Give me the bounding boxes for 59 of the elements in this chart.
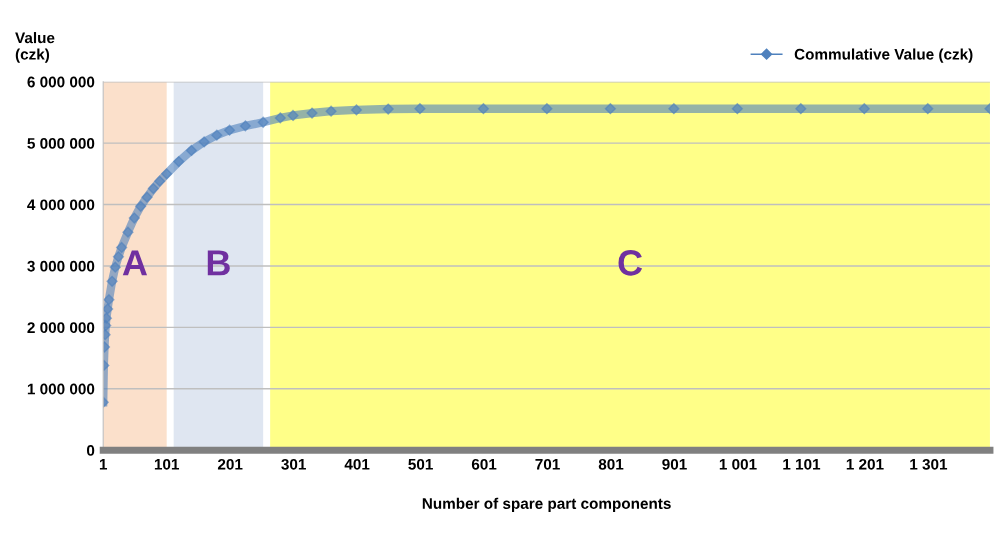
x-tick-label: 601 [471,458,497,470]
y-tick-label: 6 000 000 [27,76,95,88]
point [128,212,140,224]
point [135,200,147,212]
x-tick-label: 101 [154,458,179,470]
x-tick-label: 1 [99,459,108,470]
y-tick-label: 2 000 000 [27,322,95,334]
x-tick-label: 1 201 [846,458,884,470]
y-tick-label: 5 000 000 [27,137,95,149]
point [477,103,490,115]
x-tick-label: 801 [598,458,624,470]
point [147,182,159,195]
x-tick-label: 401 [344,458,370,470]
y-axis-title: Value (czk) [15,32,55,63]
point [122,226,134,238]
point [185,144,198,157]
x-tick-label: 701 [535,458,560,470]
x-tick-label: 201 [217,458,243,470]
point [350,104,363,116]
point [858,103,870,115]
point [109,261,121,273]
y-tick-label: 1 000 000 [27,383,95,395]
point [154,175,166,187]
point [223,124,236,136]
point [161,168,173,180]
band-label: B [207,250,230,276]
point [274,112,286,124]
point [414,103,426,115]
point [795,103,807,115]
point [325,105,337,117]
x-tick-label: 501 [408,458,433,470]
x-tick-label: 1 101 [783,458,821,470]
point [106,275,118,287]
x-tick-label: 301 [281,458,306,470]
x-axis-title: Number of spare part components [422,497,671,512]
point [287,109,299,122]
point [103,294,115,306]
point [173,155,185,168]
x-tick-label: 1 001 [719,458,757,470]
x-tick-label: 901 [662,458,687,470]
point [239,120,251,132]
point [922,103,934,115]
point [257,116,269,128]
point [382,103,394,115]
point [198,136,210,148]
point [604,103,616,115]
x-tick-label: 1 301 [910,458,948,470]
point [141,191,153,203]
point [103,303,114,315]
y-tick-label: 0 [86,445,95,456]
y-tick-label: 3 000 000 [27,260,95,272]
point [731,103,743,115]
band-label: C [618,250,643,276]
point [211,129,223,141]
point [668,103,680,115]
point [541,103,553,115]
band-label: A [122,250,148,276]
legend-label: Commulative Value (czk) [794,48,973,63]
y-tick-label: 4 000 000 [27,199,95,211]
